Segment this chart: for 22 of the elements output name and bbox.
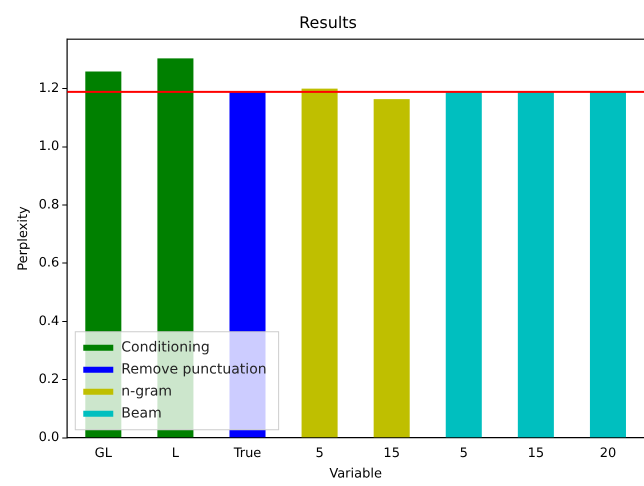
x-tick-label: 15 — [528, 446, 544, 461]
y-tick-label: 0.8 — [38, 197, 60, 212]
x-tick-label: L — [172, 446, 180, 461]
x-tick-label: 5 — [315, 446, 324, 461]
x-tick-label: GL — [94, 446, 113, 461]
legend-label: Beam — [121, 405, 162, 422]
y-tick-label: 0.0 — [38, 430, 60, 446]
y-axis-title: Perplexity — [16, 206, 32, 271]
x-tick-label: True — [232, 446, 262, 461]
y-tick-label: 1.2 — [38, 81, 60, 96]
y-tick-label: 0.4 — [38, 314, 60, 329]
y-tick-label: 0.2 — [38, 372, 60, 387]
y-tick-label: 1.0 — [38, 139, 60, 154]
x-axis-title: Variable — [329, 466, 382, 482]
y-tick-label: 0.6 — [38, 256, 60, 271]
x-tick-label: 20 — [600, 446, 616, 461]
legend-label: n-gram — [121, 383, 172, 400]
legend-label: Conditioning — [121, 339, 210, 356]
legend-label: Remove punctuation — [121, 361, 267, 378]
chart-title: Results — [299, 12, 357, 32]
x-tick-label: 15 — [383, 446, 400, 461]
x-tick-label: 5 — [460, 446, 468, 461]
